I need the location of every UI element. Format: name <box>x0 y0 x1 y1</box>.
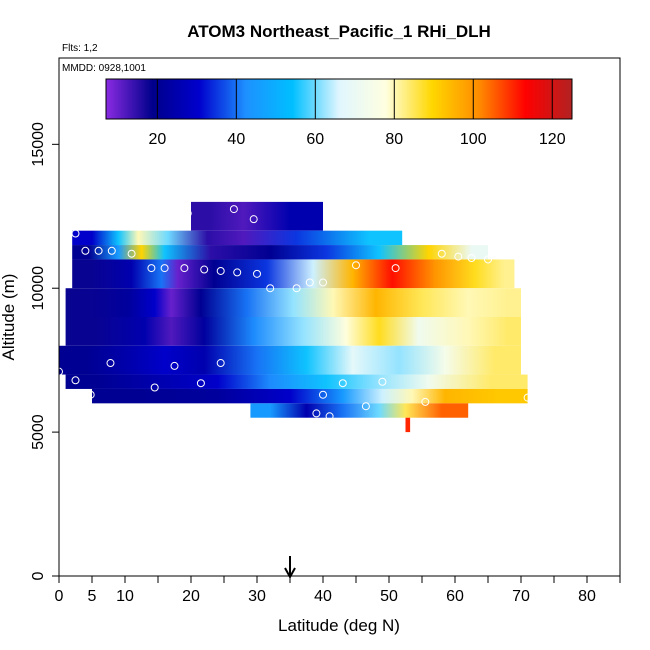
x-tick-label: 20 <box>182 588 200 605</box>
sample-point <box>229 205 238 214</box>
y-tick-label: 5000 <box>30 414 47 450</box>
sample-point <box>150 383 159 392</box>
sample-point <box>160 264 169 273</box>
sample-point <box>147 264 156 273</box>
colorbar-tick-label: 120 <box>539 131 566 148</box>
sample-point <box>249 215 258 224</box>
sample-point <box>183 209 192 218</box>
sample-point <box>253 269 261 278</box>
y-axis: 0 5000 10000 15000 <box>30 122 59 580</box>
heatmap-band <box>72 230 403 246</box>
colorbar-tick-label: 60 <box>306 131 324 148</box>
sample-point <box>200 265 209 274</box>
mmdd-label: MMDD: 0928,1001 <box>62 63 146 74</box>
sample-point <box>216 359 225 368</box>
sample-points <box>55 205 532 421</box>
flights-label: Flts: 1,2 <box>62 43 98 54</box>
x-axis: 0 5 10 20 30 40 50 60 70 80 <box>55 576 621 605</box>
sample-point <box>266 284 275 293</box>
sample-point <box>180 264 189 273</box>
heatmap-band <box>59 345 521 375</box>
sample-point <box>94 246 103 255</box>
sample-point <box>467 254 476 263</box>
sample-point <box>71 229 80 238</box>
y-tick-label: 15000 <box>30 122 47 167</box>
y-axis-label: Altitude (m) <box>0 274 18 361</box>
sample-point <box>421 397 430 406</box>
sample-point <box>127 249 136 258</box>
x-tick-label: 80 <box>578 588 596 605</box>
y-tick-label: 10000 <box>30 266 47 311</box>
sample-point <box>86 390 95 399</box>
colorbar-tick-label: 100 <box>460 131 487 148</box>
sample-point <box>292 284 301 293</box>
sample-point <box>196 379 205 388</box>
sample-point <box>361 402 370 411</box>
sample-point <box>378 377 387 386</box>
x-axis-label: Latitude (deg N) <box>278 616 400 635</box>
sample-point <box>319 278 327 287</box>
x-tick-label: 5 <box>88 588 97 605</box>
sample-point <box>81 246 90 255</box>
sample-point <box>484 255 492 264</box>
sample-point <box>71 376 80 385</box>
sample-point <box>325 412 334 421</box>
x-tick-label: 0 <box>55 588 64 605</box>
plot-frame <box>58 57 621 577</box>
sample-point <box>454 252 463 261</box>
x-tick-label: 50 <box>380 588 398 605</box>
sample-point <box>305 278 314 287</box>
sample-point <box>216 266 225 275</box>
sample-point <box>106 359 115 368</box>
colorbar: 20 40 60 80 100 120 <box>105 78 573 148</box>
sample-point <box>107 246 116 255</box>
heatmap-band <box>65 317 521 346</box>
sample-point <box>233 268 242 277</box>
heatmap-band <box>191 201 323 231</box>
x-tick-label: 70 <box>512 588 530 605</box>
x-tick-label: 30 <box>248 588 266 605</box>
heatmap-band <box>405 417 411 433</box>
heatmap-band <box>72 259 515 289</box>
x-tick-label: 40 <box>314 588 332 605</box>
x-tick-label: 60 <box>446 588 464 605</box>
x-tick-label: 10 <box>116 588 134 605</box>
chart-title: ATOM3 Northeast_Pacific_1 RHi_DLH <box>187 22 491 41</box>
latitude-marker-arrow <box>284 556 296 580</box>
colorbar-tick-label: 40 <box>227 131 245 148</box>
sample-point <box>391 264 400 273</box>
heatmap-band <box>72 245 488 260</box>
sample-point <box>352 261 360 270</box>
marker-head <box>284 567 296 580</box>
colorbar-tick-label: 20 <box>148 131 166 148</box>
heatmap-area <box>59 201 528 433</box>
heatmap-band <box>92 388 528 404</box>
heatmap-band <box>250 403 469 418</box>
heatmap-band <box>65 374 528 389</box>
sample-point <box>170 361 179 370</box>
colorbar-gradient <box>105 78 573 120</box>
sample-point <box>338 379 347 388</box>
sample-point <box>319 390 327 399</box>
sample-point <box>437 249 446 258</box>
sample-point <box>312 409 321 418</box>
y-tick-label: 0 <box>30 571 47 580</box>
sample-point <box>523 393 532 402</box>
colorbar-tick-label: 80 <box>385 131 403 148</box>
heatmap-band <box>65 288 521 317</box>
